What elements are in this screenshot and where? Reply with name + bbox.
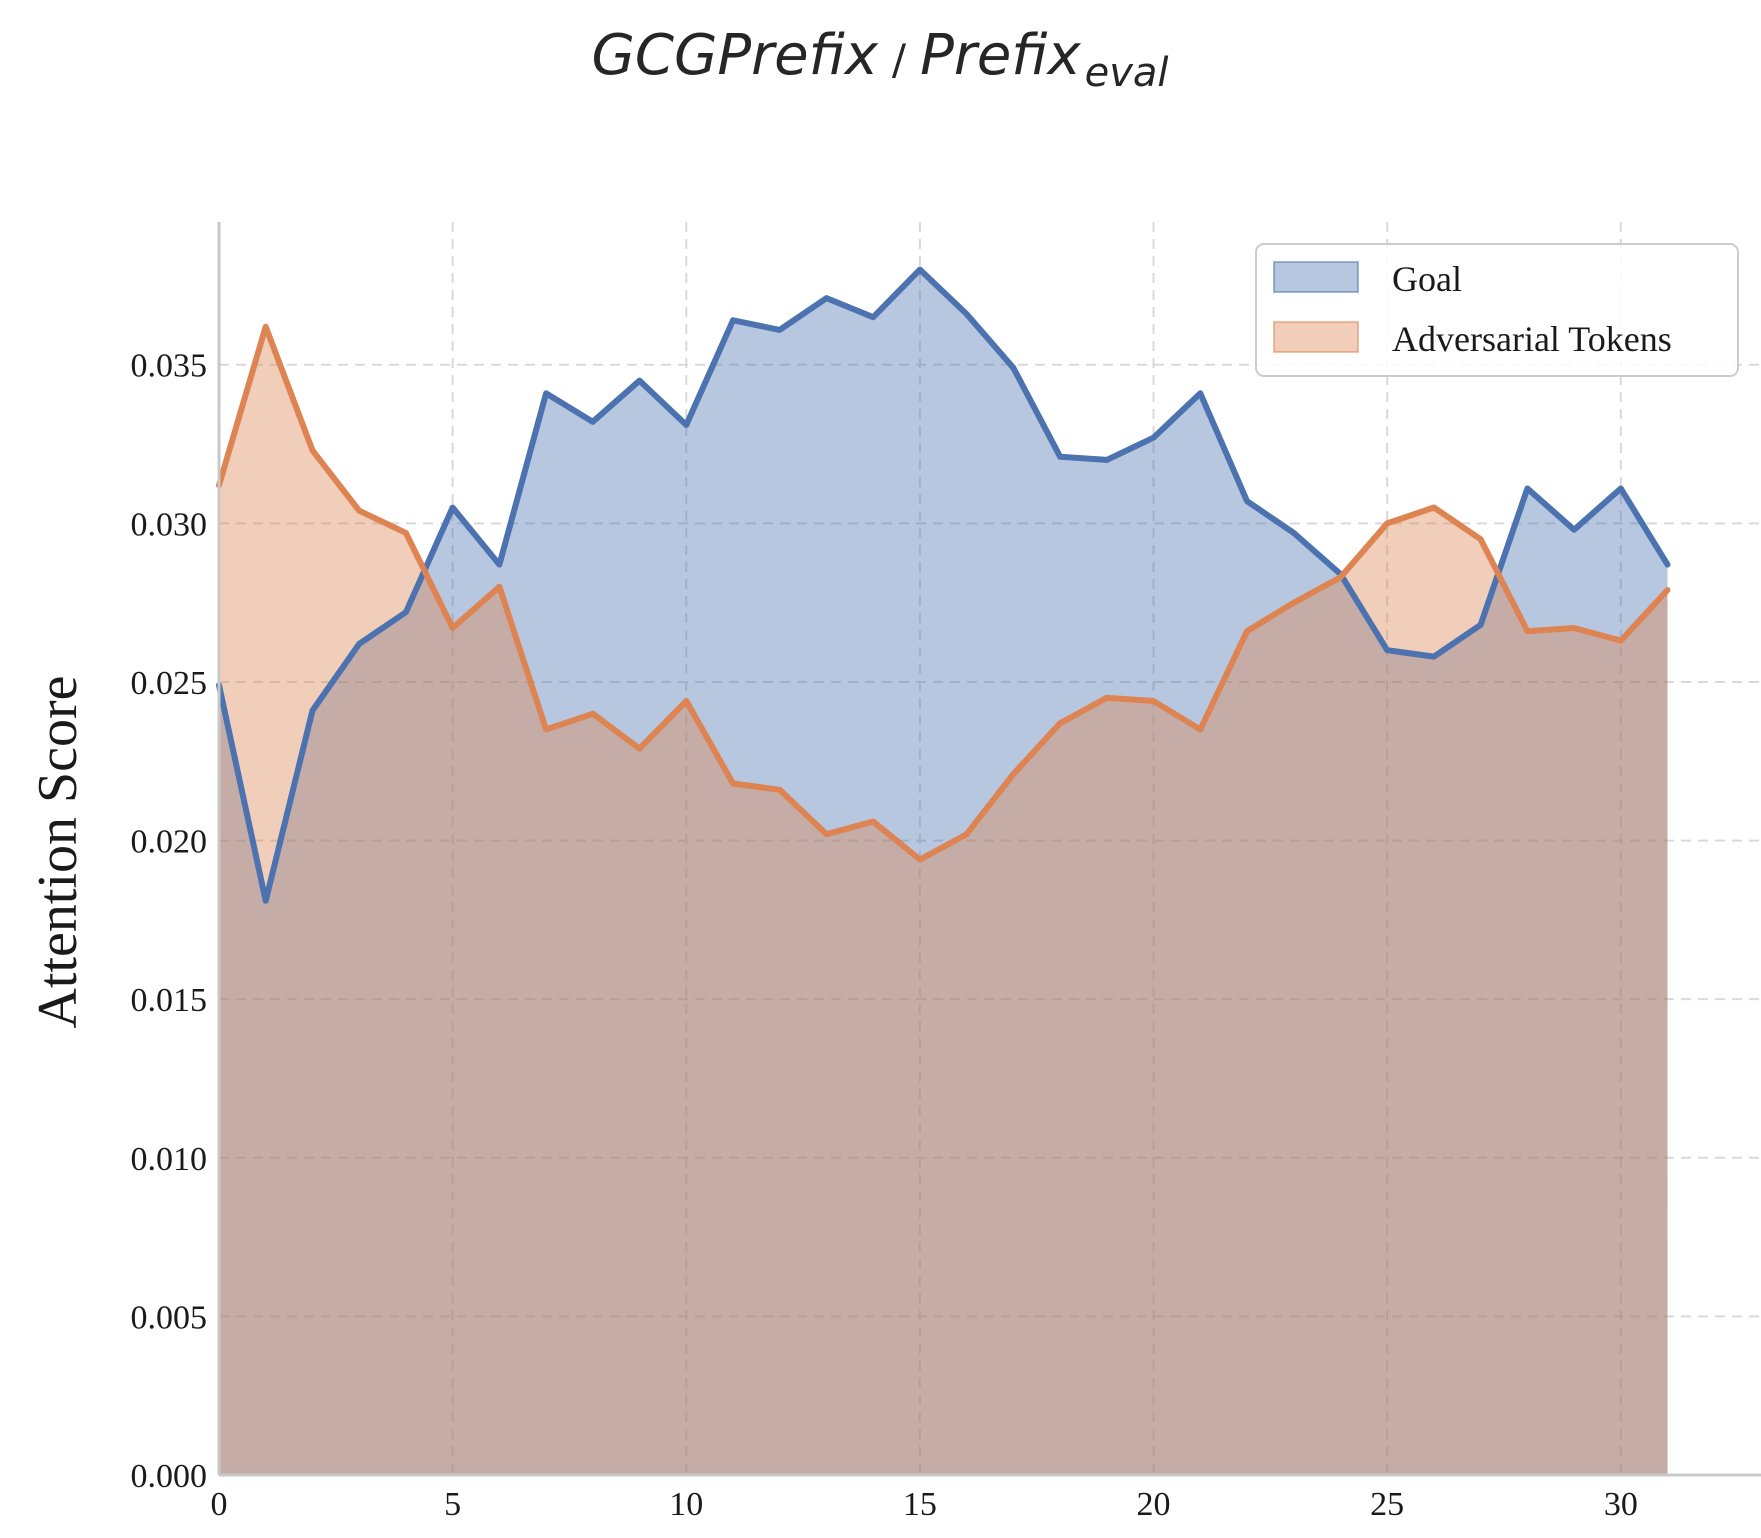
series-lines — [216, 266, 1671, 904]
x-tick-label: 5 — [444, 1486, 461, 1523]
y-tick-label: 0.035 — [131, 348, 208, 385]
legend: Goal Adversarial Tokens — [1255, 243, 1739, 377]
y-axis-label: Attention Score — [27, 675, 89, 1028]
x-tick-label: 15 — [903, 1486, 937, 1523]
y-tick-label: 0.025 — [131, 665, 208, 702]
legend-swatch-adversarial-tokens — [1273, 321, 1359, 353]
grid-lines — [219, 222, 1761, 1475]
legend-label-adversarial-tokens: Adversarial Tokens — [1392, 319, 1672, 359]
series-areas — [219, 269, 1668, 1476]
y-tick-label: 0.030 — [131, 506, 208, 543]
title-left: GCGPrefix — [591, 23, 878, 88]
x-tick-label: 0 — [211, 1486, 228, 1523]
title-right: Prefix — [920, 23, 1081, 88]
y-tick-label: 0.015 — [131, 982, 208, 1019]
legend-swatch-goal — [1273, 261, 1359, 293]
legend-box — [1255, 243, 1739, 377]
chart-title: GCGPrefix / Prefix eval — [591, 23, 1168, 96]
area-goal — [219, 269, 1668, 1476]
x-tick-label: 30 — [1604, 1486, 1638, 1523]
y-tick-label: 0.020 — [131, 824, 208, 861]
y-tick-labels: 0.000 0.005 0.010 0.015 0.020 0.025 0.030 0.035 — [131, 348, 208, 1495]
line-adversarial-tokens — [216, 323, 1671, 863]
title-separator: / — [892, 35, 907, 84]
y-tick-label: 0.010 — [131, 1141, 208, 1178]
y-tick-label: 0.005 — [131, 1299, 208, 1336]
title-subscript: eval — [1085, 50, 1169, 96]
x-tick-label: 20 — [1137, 1486, 1171, 1523]
x-tick-label: 10 — [669, 1486, 703, 1523]
x-tick-labels: 0 5 10 15 20 25 30 — [211, 1486, 1638, 1523]
legend-label-goal: Goal — [1392, 259, 1462, 299]
line-goal — [216, 266, 1671, 904]
area-adversarial-tokens — [219, 326, 1668, 1476]
y-tick-label: 0.000 — [131, 1458, 208, 1495]
x-tick-label: 25 — [1370, 1486, 1404, 1523]
